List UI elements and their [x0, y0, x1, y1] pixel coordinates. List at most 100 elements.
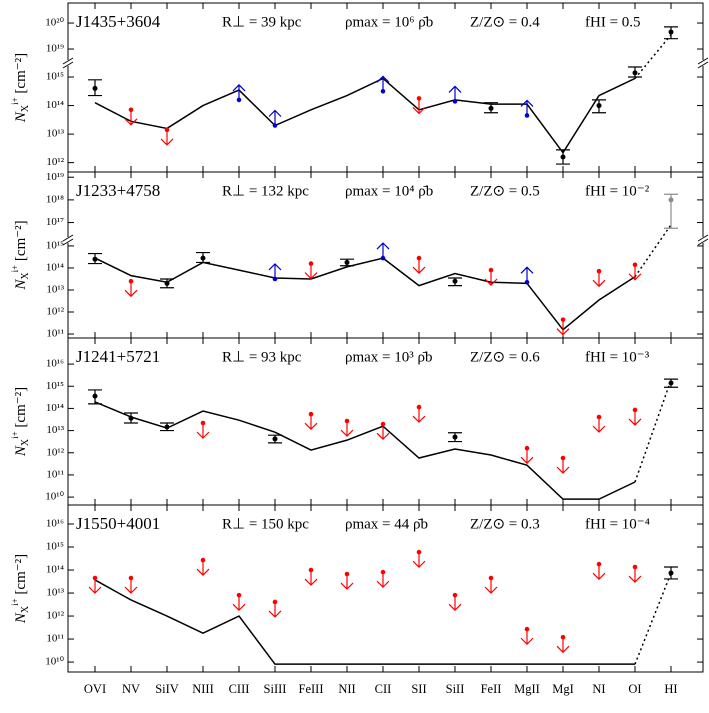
axis-break [697, 61, 709, 69]
detection [668, 29, 674, 35]
upper-limit-arrow [304, 570, 318, 586]
axis-break-gap [64, 237, 72, 243]
model-line-hi [634, 224, 672, 278]
upper-limit [308, 567, 314, 573]
x-tick-label: NII [338, 682, 355, 696]
detection [92, 393, 98, 399]
upper-limit-arrow [304, 263, 318, 280]
x-tick-label: MgI [552, 682, 574, 696]
upper-limit-arrow [232, 595, 246, 611]
y-tick-label: 10¹⁵ [46, 71, 64, 83]
y-tick-label: 10¹² [46, 610, 64, 622]
upper-limit-arrow [88, 578, 102, 594]
upper-limit-arrow [376, 424, 390, 441]
upper-limit [524, 445, 530, 451]
annotation: Z/Z⊙ = 0.5 [470, 183, 540, 199]
upper-limit-arrow [628, 567, 642, 583]
x-tick-label: MgII [514, 682, 540, 696]
upper-limit-arrow [160, 129, 174, 146]
lower-limit [272, 123, 278, 128]
y-label-unit: [cm⁻²] [13, 387, 29, 431]
upper-limit-arrow [592, 416, 606, 433]
upper-limit-arrow [304, 414, 318, 431]
detection [92, 85, 98, 91]
upper-limit-arrow [520, 629, 534, 645]
upper-limit-arrow [412, 258, 426, 274]
lower-limit [380, 89, 386, 94]
sightline-name: J1233+4758 [76, 181, 160, 200]
lower-limit [272, 276, 278, 282]
y-tick-label: 10¹⁹ [46, 171, 64, 183]
upper-limit-arrow [484, 270, 498, 286]
annotation: fHI = 0.5 [585, 14, 641, 30]
upper-limit-arrow [196, 560, 210, 576]
y-tick-label: 10¹⁴ [46, 99, 64, 111]
upper-limit [488, 267, 494, 273]
upper-limit-arrow [520, 448, 534, 465]
detection [344, 259, 350, 265]
y-tick-label: 10¹³ [46, 587, 64, 599]
y-tick-label: 10¹⁰ [45, 491, 64, 503]
upper-limit [236, 592, 242, 598]
y-tick-label: 10¹⁸ [46, 193, 64, 205]
sightline-name: J1241+5721 [76, 347, 160, 366]
axis-break [62, 61, 74, 69]
y-label-sup: i+ [10, 598, 20, 606]
annotation: R⊥ = 132 kpc [222, 183, 309, 199]
lower-limit-arrow [268, 109, 282, 126]
x-tick-label: FeIII [299, 682, 324, 696]
axis-break [62, 234, 74, 242]
detection [488, 105, 494, 111]
y-tick-label: 10¹⁵ [46, 380, 64, 392]
y-label-unit: [cm⁻²] [13, 220, 29, 264]
y-label-symbol: N [13, 279, 29, 291]
axis-break [62, 238, 74, 246]
upper-limit [524, 626, 530, 632]
y-label-sup: i+ [10, 431, 20, 439]
upper-limit-arrow [412, 98, 426, 115]
upper-limit [200, 557, 206, 563]
y-tick-label: 10¹³ [46, 128, 64, 140]
model-line [94, 401, 636, 500]
y-tick-label: 10¹⁰ [45, 656, 64, 668]
detection [272, 436, 278, 442]
annotation: fHI = 10⁻⁴ [585, 516, 650, 532]
y-tick-label: 10¹⁷ [46, 216, 64, 228]
detection [164, 280, 170, 286]
annotation: fHI = 10⁻³ [585, 349, 650, 365]
y-axis-label: NXi+ [cm⁻²] [10, 220, 31, 290]
y-tick-label: 10¹⁹ [46, 43, 64, 55]
y-tick-label: 10¹⁴ [46, 564, 64, 576]
y-tick-label: 10¹⁴ [46, 402, 64, 414]
upper-limit-arrow [448, 595, 462, 611]
model-line-hi [634, 572, 672, 665]
detection [668, 570, 674, 576]
model-line [94, 257, 636, 331]
x-tick-label: NIII [192, 682, 214, 696]
annotation: ρmax = 10⁴ ρ̄b [345, 183, 433, 199]
y-axis-label: NXi+ [cm⁻²] [10, 53, 31, 123]
lower-limit-arrow [376, 75, 390, 92]
y-label-unit: [cm⁻²] [13, 554, 29, 598]
x-tick-label: SiIV [155, 682, 179, 696]
upper-limit [128, 575, 134, 581]
y-label-unit: [cm⁻²] [13, 53, 29, 97]
axis-break-gap [699, 60, 707, 66]
upper-limit-arrow [196, 422, 210, 439]
detection [128, 415, 134, 421]
x-tick-label: FeII [481, 682, 502, 696]
upper-limit-arrow [412, 552, 426, 568]
y-axis-label: NXi+ [cm⁻²] [10, 387, 31, 457]
upper-limit [128, 107, 134, 113]
lower-limit [524, 113, 530, 118]
y-tick-label: 10¹⁵ [46, 541, 64, 553]
upper-limit-arrow [484, 578, 498, 594]
upper-limit-arrow [628, 409, 642, 426]
y-tick-label: 10¹⁶ [46, 518, 64, 530]
y-tick-label: 10²⁰ [45, 17, 64, 29]
y-tick-label: 10¹³ [46, 424, 64, 436]
y-tick-label: 10¹² [46, 306, 64, 318]
sightline-name: J1435+3604 [76, 12, 161, 31]
axis-break [697, 234, 709, 242]
